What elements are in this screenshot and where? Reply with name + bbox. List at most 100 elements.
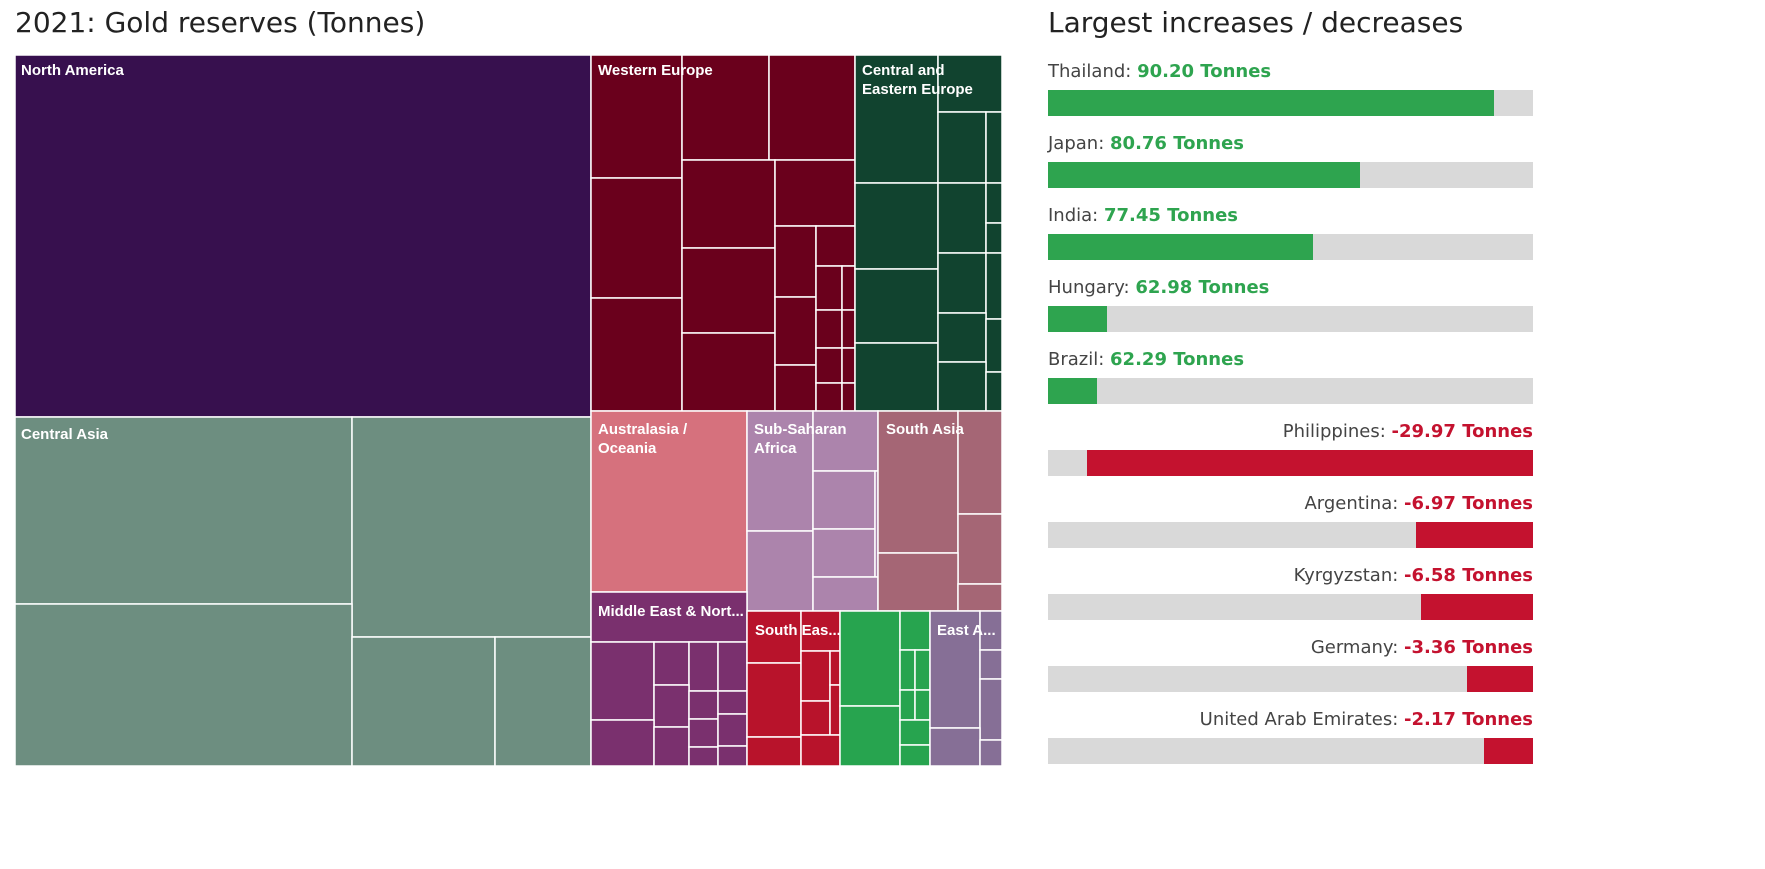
treemap-tile[interactable] bbox=[985, 222, 1003, 254]
treemap-tile[interactable] bbox=[746, 662, 802, 738]
treemap-tile[interactable] bbox=[899, 744, 931, 767]
treemap-tile[interactable] bbox=[815, 382, 843, 412]
treemap-tile[interactable] bbox=[590, 297, 683, 412]
treemap-tile[interactable] bbox=[899, 719, 931, 746]
treemap-tile[interactable] bbox=[800, 650, 831, 702]
treemap-tile[interactable] bbox=[937, 182, 987, 254]
treemap-tile[interactable] bbox=[800, 700, 831, 736]
treemap-tile[interactable] bbox=[653, 726, 690, 767]
bar-track bbox=[1048, 90, 1533, 116]
treemap-tile[interactable] bbox=[746, 736, 802, 767]
treemap-tile[interactable] bbox=[681, 247, 776, 334]
treemap-tile[interactable] bbox=[746, 610, 802, 664]
treemap-tile[interactable] bbox=[985, 252, 1003, 320]
treemap-tile[interactable] bbox=[985, 111, 1003, 184]
treemap-tile[interactable] bbox=[937, 312, 987, 363]
treemap-tile[interactable] bbox=[688, 746, 719, 767]
treemap-tile[interactable] bbox=[681, 159, 776, 249]
treemap-tile[interactable] bbox=[590, 177, 683, 299]
change-item[interactable]: Japan: 80.76 Tonnes bbox=[1048, 130, 1533, 202]
change-item[interactable]: United Arab Emirates: -2.17 Tonnes bbox=[1048, 706, 1533, 778]
change-item[interactable]: Hungary: 62.98 Tonnes bbox=[1048, 274, 1533, 346]
treemap-tile[interactable] bbox=[774, 296, 817, 366]
treemap-tile[interactable] bbox=[815, 225, 856, 267]
treemap-tile[interactable] bbox=[841, 382, 856, 412]
treemap-tile[interactable] bbox=[494, 636, 592, 767]
treemap-tile[interactable] bbox=[14, 54, 592, 418]
treemap-tile[interactable] bbox=[815, 347, 843, 384]
treemap-tile[interactable] bbox=[937, 361, 987, 412]
treemap-tile[interactable] bbox=[899, 649, 916, 691]
treemap-tile[interactable] bbox=[815, 265, 843, 311]
treemap-tile[interactable] bbox=[717, 713, 748, 747]
treemap-tile[interactable] bbox=[812, 410, 879, 472]
treemap-tile[interactable] bbox=[854, 268, 939, 344]
treemap-tile[interactable] bbox=[774, 159, 856, 227]
treemap-tile[interactable] bbox=[351, 416, 592, 638]
treemap-tile[interactable] bbox=[914, 689, 931, 721]
treemap-tile[interactable] bbox=[957, 410, 1003, 515]
change-label: Argentina: -6.97 Tonnes bbox=[1048, 490, 1533, 518]
treemap-tile[interactable] bbox=[717, 745, 748, 767]
treemap-tile[interactable] bbox=[937, 252, 987, 314]
treemap-tile[interactable] bbox=[841, 347, 856, 384]
treemap-tile[interactable] bbox=[14, 603, 353, 767]
treemap-tile[interactable] bbox=[929, 610, 981, 729]
change-item[interactable]: Philippines: -29.97 Tonnes bbox=[1048, 418, 1533, 490]
treemap-tile[interactable] bbox=[812, 470, 876, 530]
treemap-tile[interactable] bbox=[590, 591, 748, 643]
change-item[interactable]: Brazil: 62.29 Tonnes bbox=[1048, 346, 1533, 418]
treemap-tile[interactable] bbox=[653, 641, 690, 686]
treemap-tile[interactable] bbox=[688, 690, 719, 720]
treemap-tile[interactable] bbox=[985, 182, 1003, 224]
treemap-tile[interactable] bbox=[979, 678, 1003, 741]
treemap-tile[interactable] bbox=[351, 636, 496, 767]
treemap-tile[interactable] bbox=[841, 309, 856, 349]
treemap-tile[interactable] bbox=[590, 641, 655, 721]
treemap-tile[interactable] bbox=[688, 641, 719, 692]
treemap-tile[interactable] bbox=[979, 649, 1003, 680]
treemap-tile[interactable] bbox=[812, 528, 876, 578]
change-item[interactable]: Kyrgyzstan: -6.58 Tonnes bbox=[1048, 562, 1533, 634]
change-item[interactable]: Thailand: 90.20 Tonnes bbox=[1048, 58, 1533, 130]
treemap-tile[interactable] bbox=[681, 54, 770, 161]
treemap-tile[interactable] bbox=[590, 54, 683, 179]
treemap-tile[interactable] bbox=[800, 734, 841, 767]
change-item[interactable]: India: 77.45 Tonnes bbox=[1048, 202, 1533, 274]
treemap-tile[interactable] bbox=[841, 265, 856, 311]
treemap-tile[interactable] bbox=[774, 225, 817, 298]
treemap-tile[interactable] bbox=[929, 727, 981, 767]
treemap-tile[interactable] bbox=[746, 530, 814, 612]
treemap-tile[interactable] bbox=[899, 689, 916, 721]
treemap-tile[interactable] bbox=[14, 416, 353, 605]
treemap-tile[interactable] bbox=[717, 690, 748, 715]
treemap-tile[interactable] bbox=[717, 641, 748, 692]
treemap-tile[interactable] bbox=[937, 111, 987, 184]
treemap-tile[interactable] bbox=[839, 610, 901, 707]
treemap-tile[interactable] bbox=[815, 309, 843, 349]
treemap-tile[interactable] bbox=[985, 371, 1003, 412]
treemap-tile[interactable] bbox=[829, 684, 841, 736]
treemap-tile[interactable] bbox=[957, 583, 1003, 612]
treemap-tile[interactable] bbox=[681, 332, 776, 412]
treemap-tile[interactable] bbox=[590, 719, 655, 767]
treemap-tile[interactable] bbox=[957, 513, 1003, 585]
treemap-tile[interactable] bbox=[914, 649, 931, 691]
treemap-tile[interactable] bbox=[829, 650, 841, 686]
treemap-tile[interactable] bbox=[653, 684, 690, 728]
treemap-tile[interactable] bbox=[985, 318, 1003, 373]
treemap-tile[interactable] bbox=[877, 552, 959, 612]
treemap-tile[interactable] bbox=[854, 54, 939, 184]
change-item[interactable]: Argentina: -6.97 Tonnes bbox=[1048, 490, 1533, 562]
treemap-tile[interactable] bbox=[899, 610, 931, 651]
treemap-tile[interactable] bbox=[590, 410, 748, 593]
treemap-tile[interactable] bbox=[774, 364, 817, 412]
treemap-tile[interactable] bbox=[854, 342, 939, 412]
treemap-tile[interactable] bbox=[979, 739, 1003, 767]
treemap-tile[interactable] bbox=[768, 54, 856, 161]
treemap-tile[interactable] bbox=[812, 576, 879, 612]
treemap-tile[interactable] bbox=[854, 182, 939, 270]
treemap-tile[interactable] bbox=[839, 705, 901, 767]
treemap-tile[interactable] bbox=[688, 718, 719, 748]
change-item[interactable]: Germany: -3.36 Tonnes bbox=[1048, 634, 1533, 706]
